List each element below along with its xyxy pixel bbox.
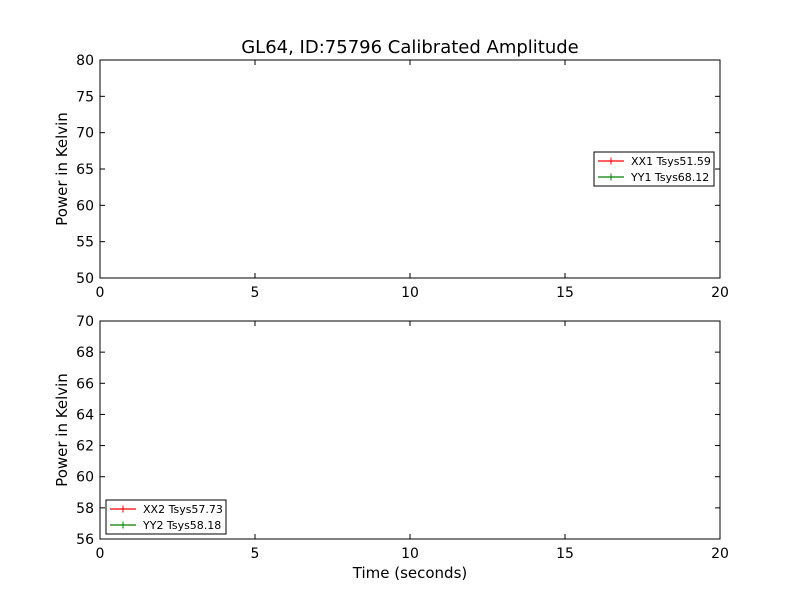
x-tick-label: 20 (711, 285, 729, 301)
y-tick-label: 56 (76, 532, 94, 548)
y-axis-label: Power in Kelvin (53, 373, 71, 487)
legend: XX2 Tsys57.73 YY2 Tsys58.18 (105, 499, 227, 535)
y-tick-label: 68 (76, 345, 94, 361)
top-panel: 0 5 10 15 20 50 55 60 65 70 75 80 Power in Kelvin XX1… (53, 53, 729, 301)
legend-marker (119, 505, 127, 513)
x-tick-label: 0 (96, 285, 105, 301)
legend-item: XX2 Tsys57.73 (110, 503, 223, 516)
legend: XX1 Tsys51.59 YY1 Tsys68.12 (593, 151, 715, 187)
x-axis-label: Time (seconds) (352, 564, 468, 582)
y-tick-label: 75 (76, 89, 94, 105)
y-tick-label: 70 (76, 126, 94, 142)
legend-box (105, 499, 227, 535)
legend-box (593, 151, 715, 187)
chart-title: GL64, ID:75796 Calibrated Amplitude (241, 37, 579, 58)
bottom-panel: 0 5 10 15 20 56 58 60 62 64 66 68 70 Power in Kelvin T… (53, 314, 729, 582)
y-tick-label: 55 (76, 235, 94, 251)
y-tick-label: 65 (76, 162, 94, 178)
x-tick-label: 15 (556, 546, 574, 562)
y-tick-label: 58 (76, 501, 94, 517)
y-tick-label: 62 (76, 439, 94, 455)
y-tick-label: 66 (76, 376, 94, 392)
legend-marker (119, 521, 127, 529)
x-tick-label: 10 (401, 285, 419, 301)
y-tick-label: 80 (76, 53, 94, 69)
legend-label: YY2 Tsys58.18 (142, 519, 221, 532)
x-tick-label: 20 (711, 546, 729, 562)
legend-item: XX1 Tsys51.59 (598, 155, 711, 168)
legend-label: XX2 Tsys57.73 (143, 503, 223, 516)
legend-label: XX1 Tsys51.59 (631, 155, 711, 168)
x-tick-label: 10 (401, 546, 419, 562)
legend-label: YY1 Tsys68.12 (630, 171, 709, 184)
y-tick-label: 64 (76, 407, 94, 423)
x-tick-label: 0 (96, 546, 105, 562)
legend-item: YY2 Tsys58.18 (110, 519, 221, 532)
legend-marker (607, 173, 615, 181)
y-tick-label: 70 (76, 314, 94, 330)
x-tick-label: 5 (251, 546, 260, 562)
y-axis-label: Power in Kelvin (53, 112, 71, 226)
legend-item: YY1 Tsys68.12 (598, 171, 709, 184)
y-tick-label: 60 (76, 198, 94, 214)
y-tick-label: 50 (76, 271, 94, 287)
x-tick-label: 5 (251, 285, 260, 301)
y-tick-label: 60 (76, 470, 94, 486)
x-tick-label: 15 (556, 285, 574, 301)
legend-marker (607, 157, 615, 165)
